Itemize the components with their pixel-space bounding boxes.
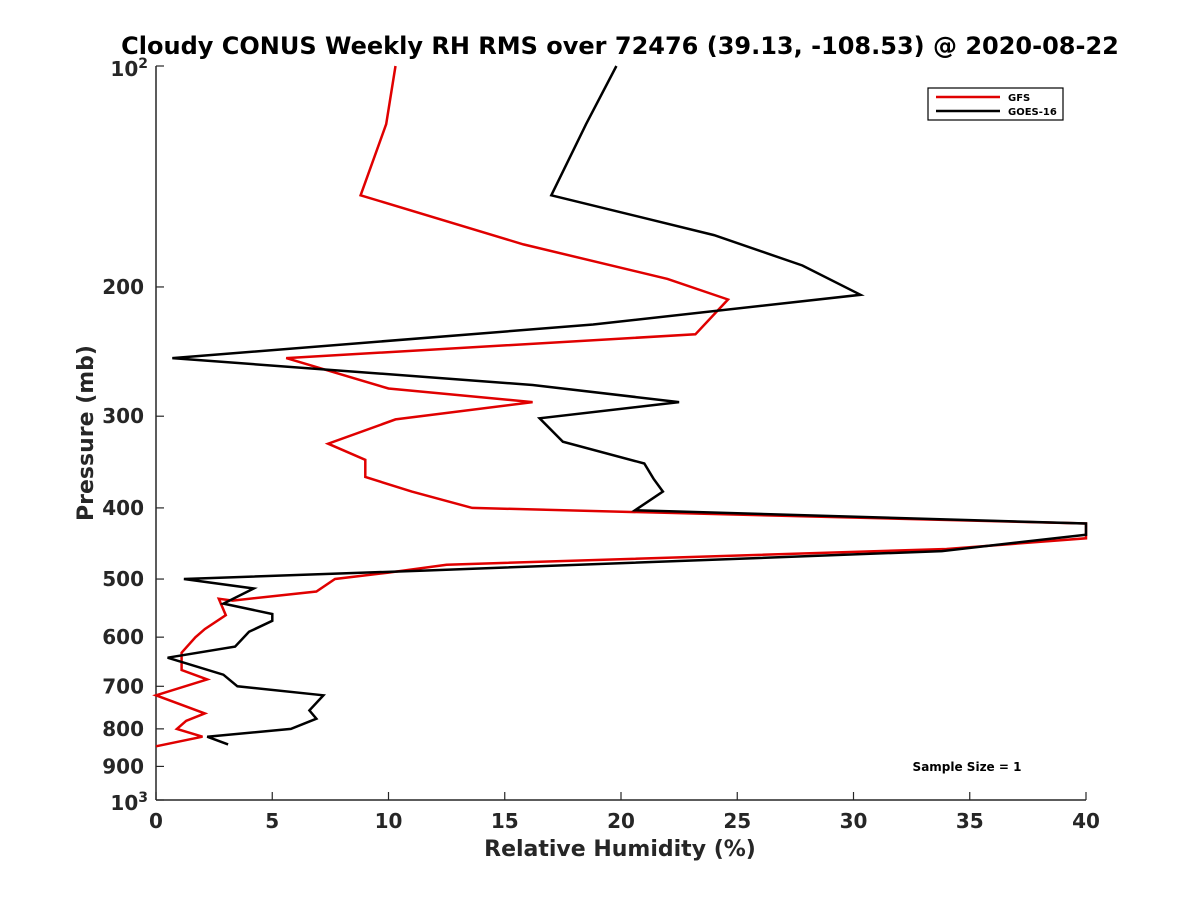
legend-entry-label: GOES-16 — [1008, 107, 1057, 118]
y-tick-label: 103 — [110, 790, 148, 815]
y-axis-label: Pressure (mb) — [74, 345, 99, 521]
legend-entry-label: GFS — [1008, 93, 1030, 104]
legend: GFS GOES-16 — [927, 87, 1064, 121]
series-line-gfs — [152, 65, 1088, 748]
y-tick-label-base: 10 — [110, 791, 138, 815]
y-tick-label: 400 — [102, 496, 144, 520]
y-tick-label-base: 10 — [110, 57, 138, 81]
x-axis: 0 5 10 15 20 25 30 35 40 — [149, 792, 1100, 833]
x-tick-label: 35 — [956, 809, 984, 833]
y-tick-label-exponent: 3 — [138, 790, 148, 806]
y-tick-label: 300 — [102, 404, 144, 428]
series-line-goes-16 — [167, 65, 1088, 746]
x-tick-label: 10 — [375, 809, 403, 833]
x-tick-label: 0 — [149, 809, 163, 833]
x-tick-label: 40 — [1072, 809, 1100, 833]
x-axis-label: Relative Humidity (%) — [484, 837, 756, 862]
x-tick-label: 5 — [265, 809, 279, 833]
y-tick-label: 500 — [102, 567, 144, 591]
x-tick-label: 30 — [840, 809, 868, 833]
y-tick-label: 900 — [102, 754, 144, 778]
x-tick-label: 25 — [723, 809, 751, 833]
y-tick-label: 700 — [102, 674, 144, 698]
sample-size-annotation: Sample Size = 1 — [913, 760, 1022, 774]
y-tick-label-exponent: 2 — [138, 56, 148, 72]
series-layer — [152, 65, 1088, 748]
y-tick-label: 200 — [102, 275, 144, 299]
y-tick-label: 800 — [102, 717, 144, 741]
x-tick-label: 15 — [491, 809, 519, 833]
y-tick-label: 102 — [110, 56, 148, 81]
y-tick-label: 600 — [102, 625, 144, 649]
legend-box — [927, 87, 1064, 121]
x-tick-label: 20 — [607, 809, 635, 833]
chart-title: Cloudy CONUS Weekly RH RMS over 72476 (3… — [121, 32, 1119, 60]
